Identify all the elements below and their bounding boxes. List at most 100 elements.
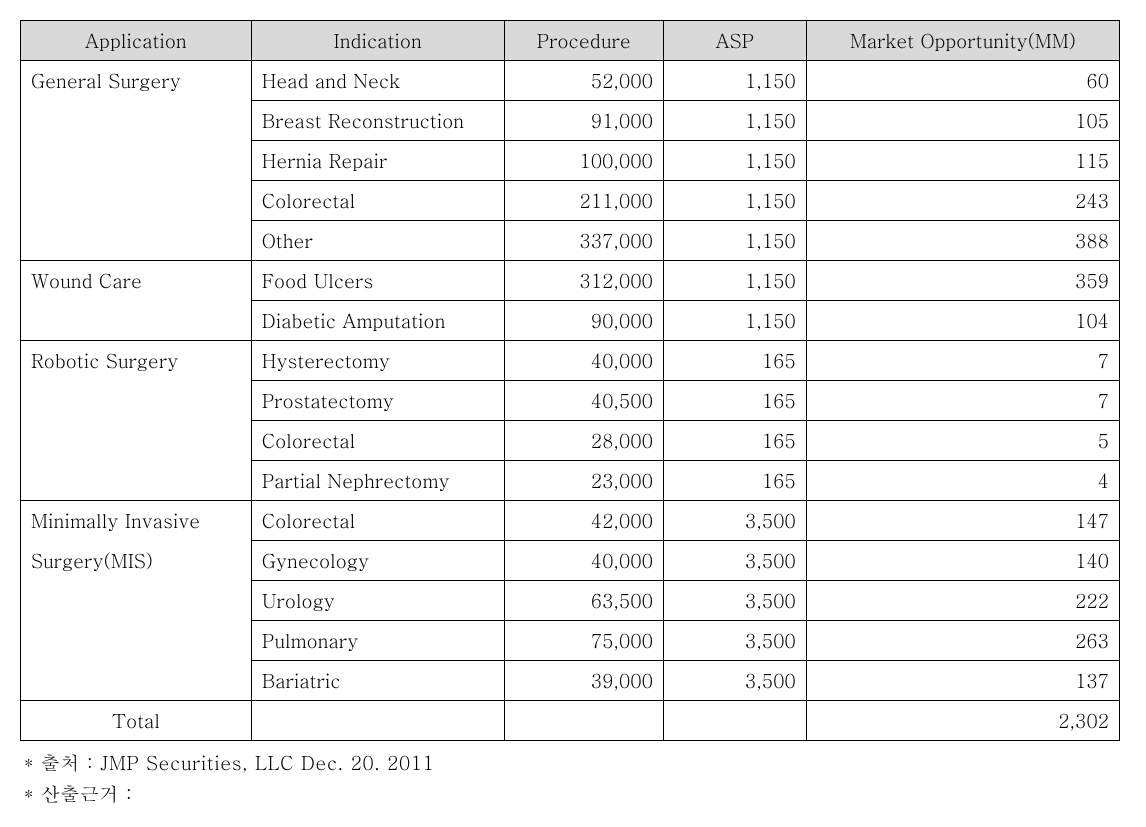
cell-application: Robotic Surgery — [21, 341, 252, 381]
footnote-source: * 출처 : JMP Securities, LLC Dec. 20. 2011 — [24, 749, 1126, 776]
cell-application: General Surgery — [21, 61, 252, 101]
cell-application — [21, 421, 252, 461]
cell-procedure: 40,500 — [504, 381, 663, 421]
table-row: Urology63,5003,500222 — [21, 581, 1120, 621]
table-row: Colorectal211,0001,150243 — [21, 181, 1120, 221]
cell-procedure: 40,000 — [504, 541, 663, 581]
cell-application — [21, 221, 252, 261]
cell-indication: Urology — [251, 581, 504, 621]
cell-asp: 1,150 — [663, 181, 806, 221]
table-row: Other337,0001,150388 — [21, 221, 1120, 261]
header-market: Market Opportunity(MM) — [806, 21, 1119, 61]
cell-asp: 3,500 — [663, 661, 806, 701]
table-row: Minimally InvasiveColorectal42,0003,5001… — [21, 501, 1120, 541]
cell-application — [21, 581, 252, 621]
cell-indication: Hysterectomy — [251, 341, 504, 381]
cell-market: 140 — [806, 541, 1119, 581]
cell-market: 243 — [806, 181, 1119, 221]
cell-indication: Colorectal — [251, 501, 504, 541]
table-row: Wound CareFood Ulcers312,0001,150359 — [21, 261, 1120, 301]
header-procedure: Procedure — [504, 21, 663, 61]
cell-application — [21, 461, 252, 501]
cell-application — [21, 141, 252, 181]
cell-procedure: 91,000 — [504, 101, 663, 141]
cell-procedure: 42,000 — [504, 501, 663, 541]
cell-indication: Colorectal — [251, 421, 504, 461]
cell-application — [21, 101, 252, 141]
cell-market: 7 — [806, 341, 1119, 381]
cell-indication: Bariatric — [251, 661, 504, 701]
cell-market: 7 — [806, 381, 1119, 421]
cell-market: 137 — [806, 661, 1119, 701]
cell-market: 60 — [806, 61, 1119, 101]
cell-asp: 1,150 — [663, 221, 806, 261]
table-row: Colorectal28,0001655 — [21, 421, 1120, 461]
cell-market: 4 — [806, 461, 1119, 501]
table-header-row: Application Indication Procedure ASP Mar… — [21, 21, 1120, 61]
cell-application — [21, 301, 252, 341]
cell-market: 5 — [806, 421, 1119, 461]
cell-indication: Hernia Repair — [251, 141, 504, 181]
cell-market: 147 — [806, 501, 1119, 541]
cell-asp: 1,150 — [663, 61, 806, 101]
cell-application: Surgery(MIS) — [21, 541, 252, 581]
cell-procedure: 63,500 — [504, 581, 663, 621]
cell-indication: Partial Nephrectomy — [251, 461, 504, 501]
header-indication: Indication — [251, 21, 504, 61]
table-row: Prostatectomy40,5001657 — [21, 381, 1120, 421]
cell-asp: 1,150 — [663, 261, 806, 301]
cell-market: 105 — [806, 101, 1119, 141]
cell-indication: Food Ulcers — [251, 261, 504, 301]
cell-asp: 3,500 — [663, 501, 806, 541]
cell-procedure: 75,000 — [504, 621, 663, 661]
table-row: Breast Reconstruction91,0001,150105 — [21, 101, 1120, 141]
cell-asp: 3,500 — [663, 581, 806, 621]
cell-application — [21, 661, 252, 701]
cell-indication: Diabetic Amputation — [251, 301, 504, 341]
cell-indication: Head and Neck — [251, 61, 504, 101]
footnote-basis: * 산출근거 : — [24, 780, 1126, 807]
cell-asp: 3,500 — [663, 621, 806, 661]
cell-procedure: 100,000 — [504, 141, 663, 181]
cell-indication: Prostatectomy — [251, 381, 504, 421]
cell-market: 388 — [806, 221, 1119, 261]
cell-application — [21, 181, 252, 221]
table-row: Robotic SurgeryHysterectomy40,0001657 — [21, 341, 1120, 381]
cell-asp: 1,150 — [663, 141, 806, 181]
cell-indication: Other — [251, 221, 504, 261]
cell-asp: 1,150 — [663, 301, 806, 341]
table-row: General SurgeryHead and Neck52,0001,1506… — [21, 61, 1120, 101]
cell-market: 359 — [806, 261, 1119, 301]
table-row: Surgery(MIS)Gynecology40,0003,500140 — [21, 541, 1120, 581]
cell-procedure: 337,000 — [504, 221, 663, 261]
cell-market: 263 — [806, 621, 1119, 661]
cell-market: 222 — [806, 581, 1119, 621]
cell-application — [21, 621, 252, 661]
table-row: Diabetic Amputation90,0001,150104 — [21, 301, 1120, 341]
cell-asp: 1,150 — [663, 101, 806, 141]
header-asp: ASP — [663, 21, 806, 61]
cell-market: 115 — [806, 141, 1119, 181]
table-row: Pulmonary75,0003,500263 — [21, 621, 1120, 661]
cell-application: Minimally Invasive — [21, 501, 252, 541]
cell-procedure: 211,000 — [504, 181, 663, 221]
table-row: Partial Nephrectomy23,0001654 — [21, 461, 1120, 501]
cell-procedure: 23,000 — [504, 461, 663, 501]
cell-asp: 165 — [663, 421, 806, 461]
cell-procedure: 312,000 — [504, 261, 663, 301]
cell-procedure: 52,000 — [504, 61, 663, 101]
table-row: Bariatric39,0003,500137 — [21, 661, 1120, 701]
cell-indication: Breast Reconstruction — [251, 101, 504, 141]
cell-procedure: 39,000 — [504, 661, 663, 701]
cell-market: 104 — [806, 301, 1119, 341]
cell-asp: 3,500 — [663, 541, 806, 581]
market-opportunity-table: Application Indication Procedure ASP Mar… — [20, 20, 1120, 741]
cell-indication: Pulmonary — [251, 621, 504, 661]
cell-indication: Gynecology — [251, 541, 504, 581]
cell-asp: 165 — [663, 341, 806, 381]
cell-procedure: 90,000 — [504, 301, 663, 341]
cell-application — [21, 381, 252, 421]
table-row: Hernia Repair100,0001,150115 — [21, 141, 1120, 181]
cell-application: Wound Care — [21, 261, 252, 301]
cell-asp: 165 — [663, 381, 806, 421]
